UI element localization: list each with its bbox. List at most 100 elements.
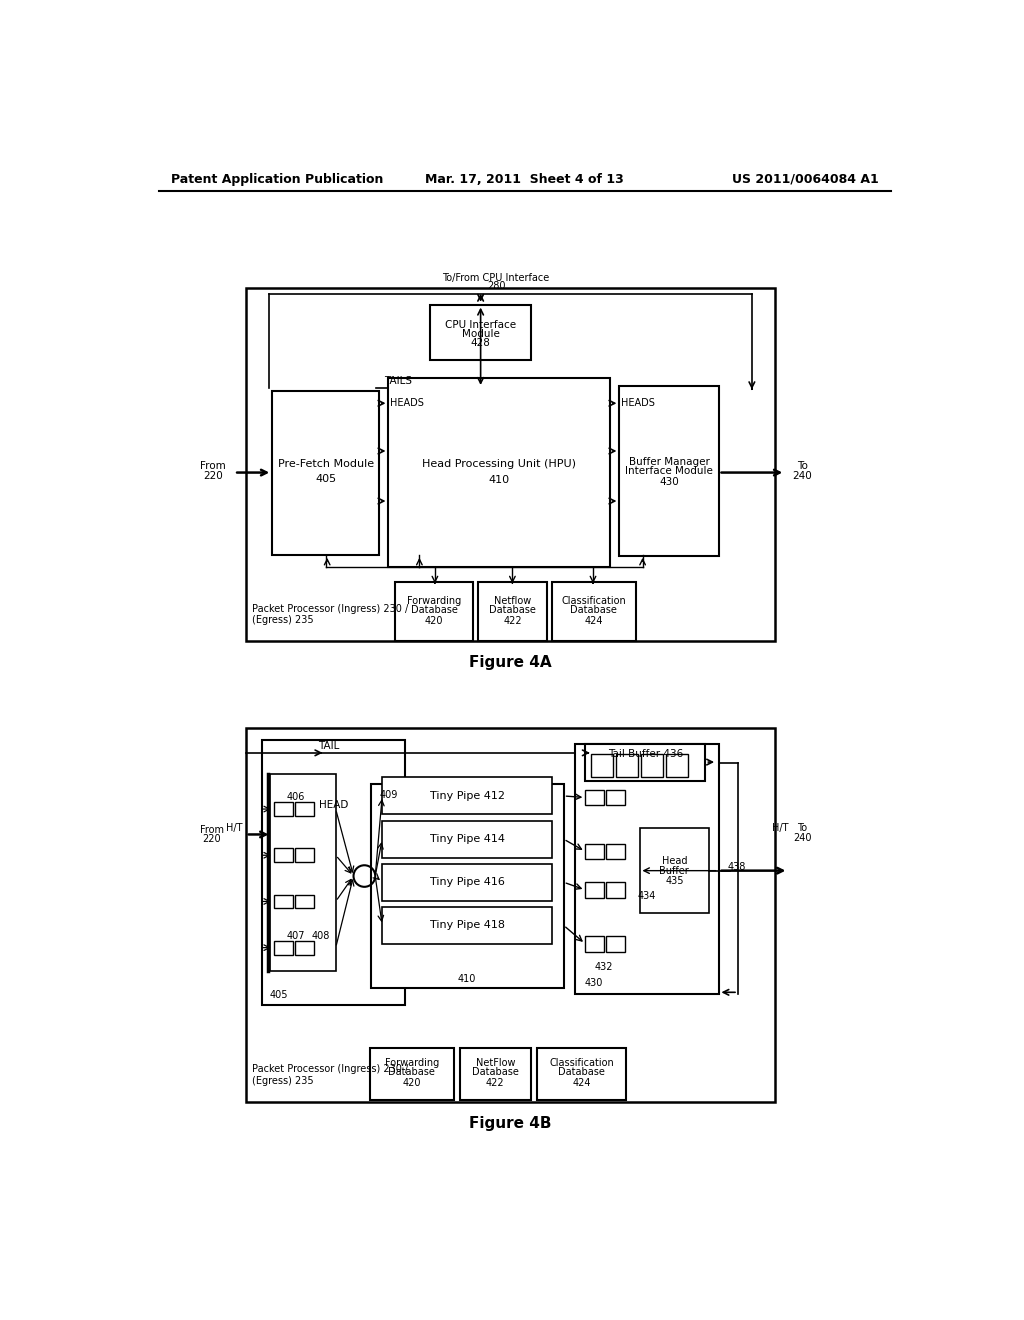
Text: H/T: H/T — [772, 824, 788, 833]
Text: CPU Interface: CPU Interface — [445, 319, 516, 330]
Text: (Egress) 235: (Egress) 235 — [252, 1076, 313, 1086]
Bar — [295, 941, 314, 954]
Text: To: To — [798, 824, 807, 833]
Text: HEAD: HEAD — [319, 800, 349, 810]
Text: Classification: Classification — [561, 595, 626, 606]
Bar — [295, 895, 314, 908]
Bar — [606, 789, 625, 805]
Bar — [586, 936, 604, 952]
Text: 432: 432 — [595, 962, 613, 972]
Bar — [371, 784, 563, 989]
Text: US 2011/0064084 A1: US 2011/0064084 A1 — [732, 173, 879, 186]
Bar — [246, 288, 775, 642]
Bar — [586, 882, 604, 898]
Bar — [575, 743, 719, 994]
Text: 220: 220 — [204, 471, 223, 480]
Text: To: To — [797, 462, 808, 471]
Bar — [592, 755, 613, 777]
Bar — [382, 777, 552, 814]
Text: Database: Database — [570, 605, 617, 615]
Bar — [382, 863, 552, 900]
Bar — [395, 582, 473, 642]
Text: 438: 438 — [728, 862, 746, 871]
Bar — [295, 803, 314, 816]
Bar — [430, 305, 531, 360]
Text: Figure 4A: Figure 4A — [469, 655, 552, 671]
Text: From: From — [201, 462, 226, 471]
Bar — [606, 882, 625, 898]
Text: TAILS: TAILS — [384, 376, 412, 385]
Text: H/T: H/T — [226, 824, 243, 833]
Text: 410: 410 — [488, 475, 510, 484]
Text: 405: 405 — [315, 474, 336, 484]
Text: 430: 430 — [585, 978, 603, 989]
Text: Pre-Fetch Module: Pre-Fetch Module — [278, 459, 374, 469]
Bar — [586, 843, 604, 859]
Text: From: From — [200, 825, 223, 834]
Bar — [273, 941, 293, 954]
Bar — [246, 729, 775, 1102]
Text: Tiny Pipe 412: Tiny Pipe 412 — [429, 791, 505, 801]
Text: Tail Buffer 436: Tail Buffer 436 — [607, 750, 683, 759]
Text: NetFlow: NetFlow — [475, 1059, 515, 1068]
Text: 428: 428 — [471, 338, 490, 348]
Bar — [382, 821, 552, 858]
Text: Head: Head — [662, 857, 687, 866]
Text: Packet Processor (Ingress) 230 /: Packet Processor (Ingress) 230 / — [252, 603, 409, 614]
Bar — [273, 803, 293, 816]
Text: 406: 406 — [287, 792, 305, 803]
Text: 240: 240 — [793, 471, 812, 480]
Bar — [460, 1048, 531, 1100]
Text: HEADS: HEADS — [621, 399, 654, 408]
Text: (Egress) 235: (Egress) 235 — [252, 615, 313, 624]
Text: 410: 410 — [458, 974, 476, 985]
Text: Forwarding: Forwarding — [385, 1059, 438, 1068]
Text: 420: 420 — [402, 1078, 421, 1088]
Text: Forwarding: Forwarding — [407, 595, 461, 606]
Bar — [586, 789, 604, 805]
Text: TAIL: TAIL — [317, 741, 339, 751]
Bar — [382, 907, 552, 944]
Text: 409: 409 — [380, 791, 398, 800]
Bar — [388, 378, 610, 566]
Bar — [478, 582, 547, 642]
Text: 424: 424 — [585, 616, 603, 626]
Bar — [640, 829, 710, 913]
Text: 405: 405 — [270, 990, 289, 999]
Text: Patent Application Publication: Patent Application Publication — [171, 173, 383, 186]
Bar — [606, 843, 625, 859]
Bar — [262, 739, 406, 1006]
Text: 430: 430 — [659, 477, 679, 487]
Text: 407: 407 — [287, 931, 305, 941]
Text: Packet Processor (Ingress) 230 /: Packet Processor (Ingress) 230 / — [252, 1064, 409, 1074]
Text: 424: 424 — [572, 1078, 591, 1088]
Bar — [641, 755, 663, 777]
Bar — [606, 936, 625, 952]
Bar — [273, 849, 293, 862]
Bar — [272, 391, 379, 554]
Text: Netflow: Netflow — [494, 595, 531, 606]
Bar — [620, 385, 719, 557]
Bar — [616, 755, 638, 777]
Bar — [586, 743, 706, 780]
Bar — [538, 1048, 627, 1100]
Text: 434: 434 — [638, 891, 656, 902]
Text: Interface Module: Interface Module — [625, 466, 713, 477]
Text: Tiny Pipe 418: Tiny Pipe 418 — [429, 920, 505, 931]
Text: Database: Database — [489, 605, 536, 615]
Text: 420: 420 — [425, 616, 443, 626]
Text: 240: 240 — [793, 833, 811, 842]
Text: Module: Module — [462, 329, 500, 339]
Text: Tiny Pipe 414: Tiny Pipe 414 — [429, 834, 505, 843]
Text: Database: Database — [388, 1068, 435, 1077]
Text: Buffer Manager: Buffer Manager — [629, 457, 710, 467]
Bar — [273, 895, 293, 908]
Bar — [666, 755, 687, 777]
Text: Figure 4B: Figure 4B — [469, 1115, 552, 1131]
Text: Buffer: Buffer — [659, 866, 689, 875]
Text: Head Processing Unit (HPU): Head Processing Unit (HPU) — [422, 459, 577, 470]
Text: 422: 422 — [503, 616, 521, 626]
Text: 280: 280 — [486, 281, 506, 292]
Text: 435: 435 — [666, 875, 684, 886]
Text: Classification: Classification — [550, 1059, 614, 1068]
